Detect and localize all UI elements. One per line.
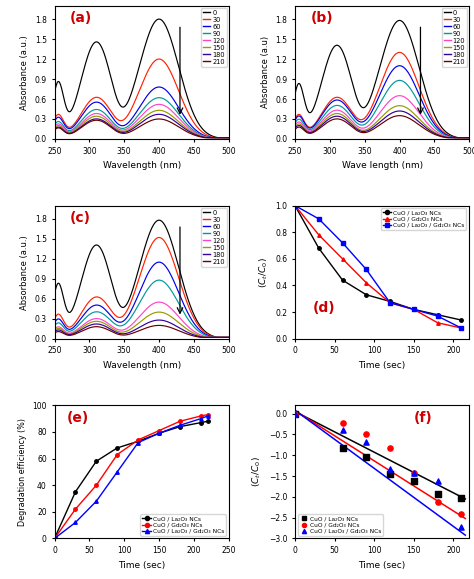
- X-axis label: Wavelength (nm): Wavelength (nm): [102, 161, 181, 170]
- Y-axis label: $(C_t / C_0)$: $(C_t / C_0)$: [257, 256, 270, 288]
- Point: [410, 468, 418, 477]
- Point: [291, 409, 299, 418]
- Point: [434, 497, 441, 507]
- Point: [457, 510, 465, 519]
- Point: [386, 470, 394, 479]
- Point: [457, 522, 465, 532]
- Point: [434, 477, 441, 486]
- X-axis label: Time (sec): Time (sec): [358, 361, 406, 370]
- Point: [410, 468, 418, 477]
- Point: [363, 437, 370, 446]
- Point: [291, 409, 299, 418]
- X-axis label: Wave length (nm): Wave length (nm): [342, 161, 423, 170]
- Legend: CuO / La₂O₃ NCs, CuO / Gd₂O₃ NCs, CuO / La₂O₃ / Gd₂O₃ NCs: CuO / La₂O₃ NCs, CuO / Gd₂O₃ NCs, CuO / …: [381, 208, 466, 229]
- Point: [291, 409, 299, 418]
- X-axis label: Wavelength (nm): Wavelength (nm): [102, 361, 181, 370]
- Legend: CuO / La₂O₃ NCs, CuO / Gd₂O₃ NCs, CuO / La₂O₃ / Gd₂O₃ NCs: CuO / La₂O₃ NCs, CuO / Gd₂O₃ NCs, CuO / …: [298, 515, 383, 536]
- Point: [339, 443, 346, 452]
- Legend: 0, 30, 60, 90, 120, 150, 180, 210: 0, 30, 60, 90, 120, 150, 180, 210: [201, 8, 227, 67]
- Legend: 0, 30, 60, 90, 120, 150, 180, 210: 0, 30, 60, 90, 120, 150, 180, 210: [442, 8, 467, 67]
- Point: [363, 453, 370, 462]
- Text: (c): (c): [70, 211, 91, 225]
- Point: [434, 489, 441, 498]
- Point: [410, 477, 418, 486]
- Point: [339, 418, 346, 427]
- Legend: 0, 30, 60, 90, 120, 150, 180, 210: 0, 30, 60, 90, 120, 150, 180, 210: [201, 207, 227, 266]
- Text: (d): (d): [312, 301, 335, 315]
- Y-axis label: Absorbance (a.u.): Absorbance (a.u.): [20, 35, 29, 110]
- X-axis label: Time (sec): Time (sec): [118, 560, 165, 570]
- Y-axis label: Absorbance (a.u): Absorbance (a.u): [261, 36, 270, 108]
- X-axis label: Time (sec): Time (sec): [358, 560, 406, 570]
- Text: (f): (f): [413, 411, 432, 424]
- Point: [457, 493, 465, 503]
- Point: [386, 443, 394, 452]
- Legend: CuO / La₂O₃ NCs, CuO / Gd₂O₃ NCs, CuO / La₂O₃ / Gd₂O₃ NCs: CuO / La₂O₃ NCs, CuO / Gd₂O₃ NCs, CuO / …: [140, 515, 226, 536]
- Text: (b): (b): [310, 11, 333, 25]
- Point: [363, 430, 370, 439]
- Point: [339, 426, 346, 435]
- Point: [386, 464, 394, 473]
- Y-axis label: $(C_t / C_0)$: $(C_t / C_0)$: [251, 456, 263, 488]
- Y-axis label: Degradation efficiency (%): Degradation efficiency (%): [18, 418, 27, 526]
- Text: (e): (e): [67, 411, 89, 424]
- Y-axis label: Absorbance (a.u.): Absorbance (a.u.): [20, 234, 29, 310]
- Text: (a): (a): [70, 11, 92, 25]
